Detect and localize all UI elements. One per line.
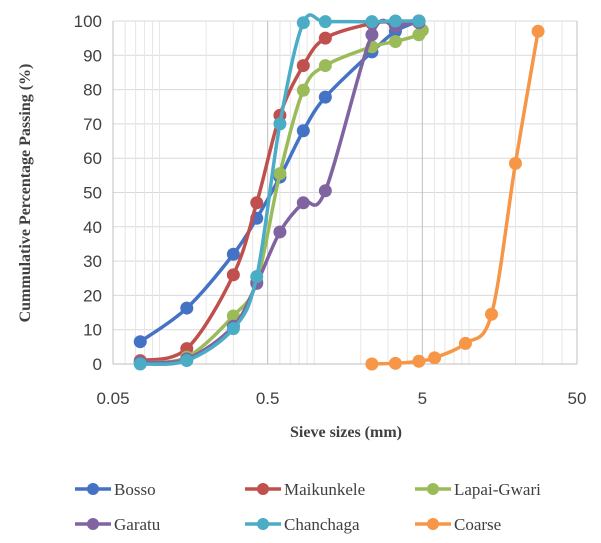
data-point (412, 354, 426, 368)
data-point (296, 59, 310, 73)
legend-item: Bosso (75, 480, 156, 499)
data-point (296, 83, 310, 97)
legend-label: Maikunkele (284, 480, 365, 499)
data-point (318, 15, 332, 29)
data-point (365, 357, 379, 371)
y-tick-label: 0 (93, 355, 102, 374)
data-point (484, 307, 498, 321)
legend-swatch-marker (427, 518, 439, 530)
data-point (531, 24, 545, 38)
legend-swatch-marker (87, 518, 99, 530)
y-axis-ticks: 0 10 20 30 40 50 60 70 80 90 100 (74, 12, 102, 374)
x-axis-ticks: 0.05 0.5 5 50 (96, 389, 586, 408)
data-point (388, 35, 402, 49)
data-point (273, 117, 287, 131)
data-point (180, 354, 194, 368)
series-line (138, 13, 421, 367)
data-point (365, 15, 379, 29)
data-point (388, 356, 402, 370)
data-point (296, 196, 310, 210)
legend-item: Maikunkele (245, 480, 365, 499)
series-line (370, 29, 540, 366)
y-tick-label: 60 (83, 149, 102, 168)
legend-swatch-marker (427, 483, 439, 495)
legend-label: Bosso (114, 480, 156, 499)
data-point (250, 270, 264, 284)
y-tick-label: 90 (83, 46, 102, 65)
data-point (226, 309, 240, 323)
legend-swatch-marker (257, 518, 269, 530)
data-point (180, 301, 194, 315)
x-tick-label: 50 (568, 389, 587, 408)
data-point (133, 335, 147, 349)
legend-item: Coarse (415, 515, 501, 534)
y-axis-title: Cummulative Percentage Passing (%) (17, 64, 34, 323)
data-point (458, 336, 472, 350)
legend-item: Lapai-Gwari (415, 480, 541, 499)
series-layer (133, 13, 545, 371)
y-tick-label: 80 (83, 81, 102, 100)
series-chanchaga (133, 13, 426, 371)
legend-swatch-marker (87, 483, 99, 495)
data-point (508, 156, 522, 170)
y-tick-label: 20 (83, 286, 102, 305)
series-coarse (365, 24, 545, 371)
plot-grid (112, 20, 578, 365)
data-point (388, 14, 402, 28)
legend-label: Garatu (114, 515, 161, 534)
legend-item: Chanchaga (245, 515, 360, 534)
data-point (318, 59, 332, 73)
data-point (296, 16, 310, 30)
y-tick-label: 100 (74, 12, 102, 31)
data-point (250, 196, 264, 210)
legend-swatch-marker (257, 483, 269, 495)
x-tick-label: 5 (418, 389, 427, 408)
data-point (226, 268, 240, 282)
x-tick-label: 0.05 (96, 389, 129, 408)
y-tick-label: 40 (83, 218, 102, 237)
legend: Bosso Maikunkele Lapai-Gwari Garatu Chanchag… (75, 480, 541, 534)
legend-item: Garatu (75, 515, 161, 534)
legend-label: Chanchaga (284, 515, 360, 534)
data-point (318, 31, 332, 45)
y-tick-label: 50 (83, 184, 102, 203)
y-tick-label: 70 (83, 115, 102, 134)
data-point (133, 357, 147, 371)
series-line (138, 19, 421, 344)
data-point (318, 90, 332, 104)
legend-label: Lapai-Gwari (454, 480, 541, 499)
data-point (428, 351, 442, 365)
y-tick-label: 10 (83, 321, 102, 340)
y-tick-label: 30 (83, 252, 102, 271)
data-point (318, 184, 332, 198)
data-point (226, 247, 240, 261)
data-point (296, 124, 310, 138)
data-point (273, 167, 287, 181)
legend-label: Coarse (454, 515, 501, 534)
data-point (226, 322, 240, 336)
data-point (412, 14, 426, 28)
x-tick-label: 0.5 (256, 389, 280, 408)
data-point (273, 225, 287, 239)
data-point (365, 28, 379, 42)
x-axis-title: Sieve sizes (mm) (290, 424, 402, 441)
